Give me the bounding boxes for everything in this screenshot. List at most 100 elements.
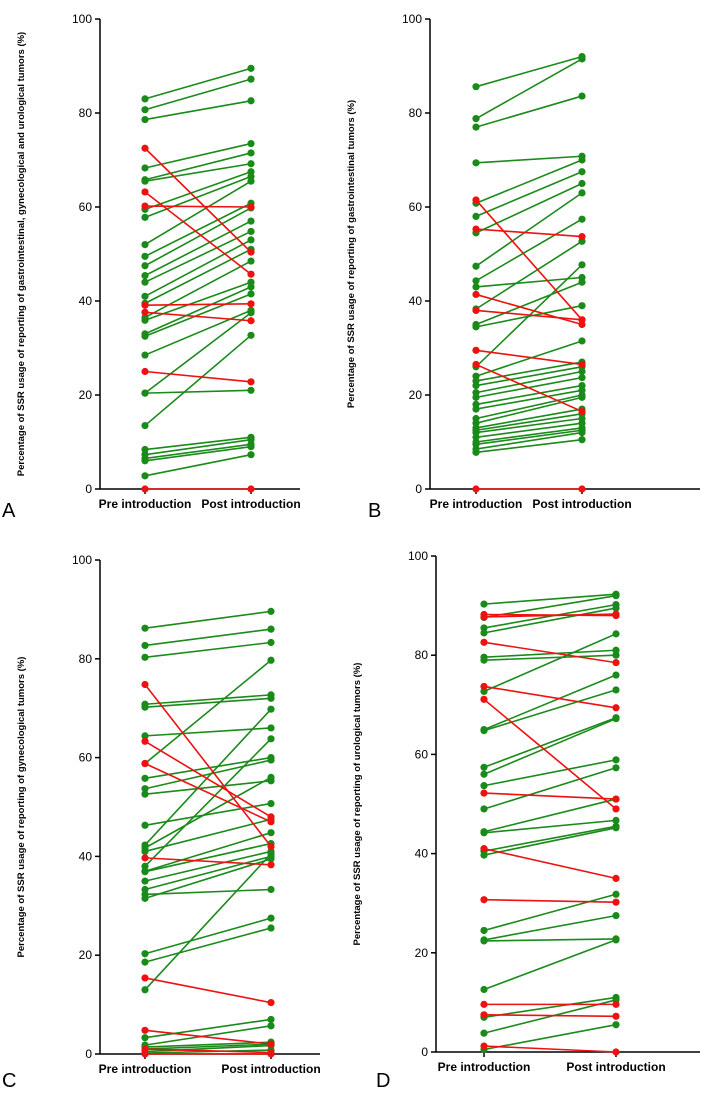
- pair-line: [144, 759, 272, 790]
- improved-pair: [141, 97, 255, 124]
- pair-line: [144, 1044, 272, 1053]
- post-point: [247, 443, 255, 451]
- pre-point: [472, 382, 480, 390]
- post-point: [578, 302, 586, 310]
- post-point: [578, 261, 586, 269]
- pre-point: [141, 862, 149, 870]
- pair-line: [475, 58, 583, 120]
- improved-pair: [480, 604, 620, 637]
- improved-pair: [141, 386, 255, 397]
- pair-line: [475, 55, 583, 88]
- post-point: [612, 671, 620, 679]
- pair-line: [475, 361, 583, 382]
- pair-line: [483, 798, 617, 833]
- declined-pair: [141, 737, 275, 821]
- post-point: [578, 92, 586, 100]
- pre-point: [141, 1045, 149, 1053]
- post-point: [612, 646, 620, 654]
- post-point: [267, 999, 275, 1007]
- pair-line: [144, 888, 272, 896]
- pair-line: [475, 429, 583, 446]
- pre-point: [141, 241, 149, 249]
- pre-point: [141, 774, 149, 782]
- pair-line: [144, 207, 252, 267]
- pre-point: [480, 805, 488, 813]
- pre-point: [472, 159, 480, 167]
- pair-line: [475, 218, 583, 282]
- improved-pair: [480, 715, 620, 778]
- pre-point: [480, 896, 488, 904]
- post-point: [267, 625, 275, 633]
- declined-pair: [480, 695, 620, 813]
- improved-pair: [480, 630, 620, 696]
- improved-pair: [141, 705, 275, 849]
- pre-point: [141, 732, 149, 740]
- post-point: [578, 316, 586, 324]
- pre-point: [480, 926, 488, 935]
- pre-point: [141, 308, 149, 316]
- pre-point: [480, 600, 488, 608]
- pre-point: [472, 448, 480, 456]
- pre-point: [141, 759, 149, 768]
- post-point: [247, 283, 255, 291]
- pair-line: [483, 689, 617, 732]
- y-tick-label: 80: [79, 106, 93, 120]
- post-point: [578, 367, 586, 376]
- pair-line: [483, 996, 617, 1019]
- improved-pair: [141, 607, 275, 632]
- panel-c: 0 20 40 60 80 100 Pre introduction Post introdu…: [2, 553, 321, 1092]
- pre-point: [480, 629, 488, 637]
- declined-pair: [472, 290, 586, 329]
- pre-point: [480, 613, 488, 621]
- pair-line: [483, 759, 617, 787]
- declined-pair: [472, 485, 586, 493]
- panel-b: 0 20 40 60 80 100 Pre introduction Post introdu…: [346, 12, 700, 522]
- post-point: [247, 485, 255, 493]
- pre-point: [141, 278, 149, 286]
- panel-d: 0 20 40 60 80 100 Pre introduction Post introdu…: [352, 549, 700, 1092]
- pair-line: [144, 205, 252, 208]
- pre-point: [472, 115, 480, 123]
- improved-pair: [141, 227, 255, 286]
- improved-pair: [141, 309, 255, 397]
- post-point: [267, 914, 275, 922]
- improved-pair: [141, 638, 275, 661]
- pair-line: [144, 202, 252, 258]
- y-axis-label: Percentage of SSR usage of reporting of …: [16, 657, 27, 958]
- pair-line: [475, 171, 583, 218]
- pair-line: [144, 389, 252, 394]
- pre-point: [480, 1011, 488, 1019]
- pair-line: [144, 445, 252, 462]
- pair-line: [483, 613, 617, 618]
- pair-line: [144, 977, 272, 1004]
- post-point: [578, 393, 586, 401]
- post-point: [247, 227, 255, 236]
- pair-line: [144, 697, 272, 709]
- post-point: [612, 1012, 620, 1020]
- improved-pair: [472, 367, 586, 397]
- improved-pair: [472, 92, 586, 131]
- pair-line: [144, 641, 272, 659]
- pair-line: [483, 649, 617, 658]
- pre-point: [480, 829, 488, 837]
- pair-line: [144, 303, 252, 307]
- pre-point: [472, 225, 480, 233]
- post-point: [267, 924, 275, 932]
- post-point: [247, 97, 255, 105]
- pair-line: [475, 431, 583, 450]
- pair-line: [144, 756, 272, 780]
- declined-pair: [480, 610, 620, 621]
- improved-pair: [480, 816, 620, 837]
- pre-point: [141, 262, 149, 270]
- post-point: [578, 278, 586, 286]
- pre-point: [141, 821, 149, 829]
- pair-line: [483, 698, 617, 810]
- y-tick-label: 0: [415, 482, 422, 496]
- improved-pair: [472, 363, 586, 390]
- post-point: [267, 818, 275, 826]
- x-tick-label: Pre introduction: [430, 497, 523, 511]
- post-point: [247, 378, 255, 386]
- pair-line: [144, 1043, 272, 1050]
- declined-pair: [480, 789, 620, 803]
- post-point: [247, 149, 255, 157]
